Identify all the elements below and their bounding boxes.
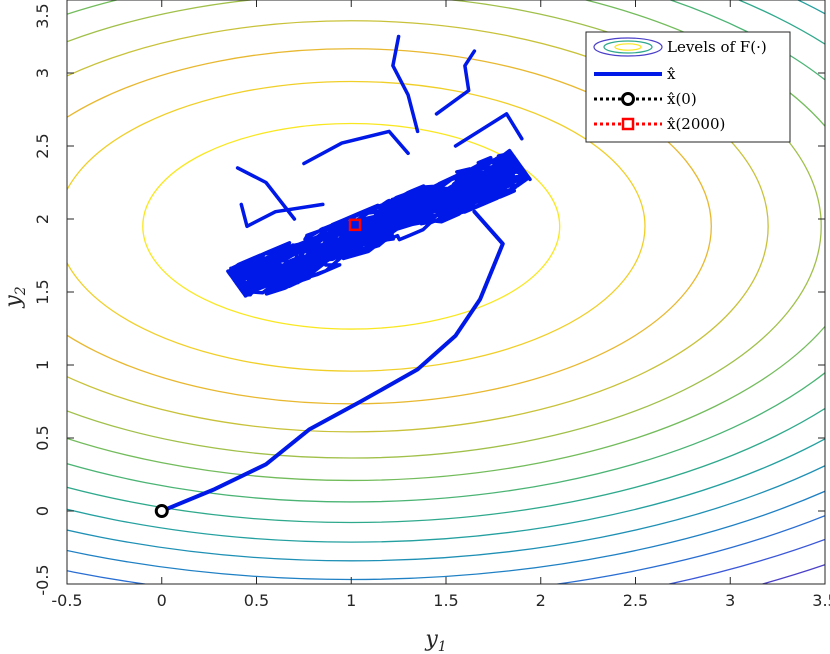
legend-marker-x2000 — [621, 117, 635, 131]
legend-label-x2000: x̂(2000) — [667, 115, 725, 133]
y-tick-label: 1.5 — [33, 279, 52, 304]
trajectory-layer — [159, 34, 532, 513]
x-tick-label: 2 — [536, 591, 546, 610]
start-marker — [154, 504, 169, 518]
x-tick-label: -0.5 — [51, 591, 82, 610]
legend-label-levels: Levels of F(·) — [667, 38, 767, 56]
trajectory-excursion-3 — [434, 49, 477, 116]
y-tick-label: -0.5 — [33, 564, 52, 595]
x-tick-label: 2.5 — [623, 591, 648, 610]
x-tick-label: 0.5 — [244, 591, 269, 610]
x-tick-label: 0 — [157, 591, 167, 610]
trajectory-excursion-6 — [235, 166, 297, 221]
x-tick-label: 3.5 — [812, 591, 830, 610]
contour-level-4 — [67, 20, 769, 433]
contour-level-2 — [67, 80, 646, 372]
x-tick-label: 3 — [725, 591, 735, 610]
contour-level-8 — [67, 0, 825, 524]
trajectory-path — [159, 209, 505, 513]
y-tick-label: 2.5 — [33, 133, 52, 158]
y-tick-label: 3 — [33, 68, 52, 78]
trajectory-cloud — [226, 148, 532, 298]
contour-level-6 — [67, 0, 825, 482]
legend-marker-x0 — [621, 92, 635, 106]
trajectory-excursion-5 — [453, 112, 524, 148]
y-tick-label: 0.5 — [33, 425, 52, 450]
x-axis-ticks: -0.5 0 0.5 1 1.5 2 2.5 3 3.5 — [51, 0, 830, 610]
contour-level-5 — [67, 0, 822, 459]
legend-contour-icon — [593, 37, 663, 57]
contour-level-10 — [67, 464, 825, 562]
y-tick-label: 0 — [33, 506, 52, 516]
y-tick-label: 2 — [33, 214, 52, 224]
end-marker — [348, 218, 362, 232]
y-tick-label: 3.5 — [33, 3, 52, 28]
contour-level-3 — [67, 48, 712, 405]
y-axis-ticks: -0.5 0 0.5 1 1.5 2 2.5 3 3.5 — [33, 0, 825, 596]
legend-label-x0: x̂(0) — [667, 90, 697, 108]
contour-level-7 — [67, 0, 825, 503]
x-tick-label: 1 — [346, 591, 356, 610]
x-tick-label: 1.5 — [433, 591, 458, 610]
legend: Levels of F(·) x̂ x̂(0) x̂(2000) — [585, 31, 791, 143]
trajectory-excursion-4 — [239, 202, 325, 229]
legend-label-xhat: x̂ — [667, 65, 676, 83]
marker-layer — [154, 218, 362, 518]
trajectory-excursion-1 — [302, 129, 410, 166]
trajectory-excursion-2 — [391, 34, 420, 134]
y-tick-label: 1 — [33, 360, 52, 370]
contour-level-9 — [67, 0, 825, 543]
contour-level-1 — [142, 122, 561, 330]
